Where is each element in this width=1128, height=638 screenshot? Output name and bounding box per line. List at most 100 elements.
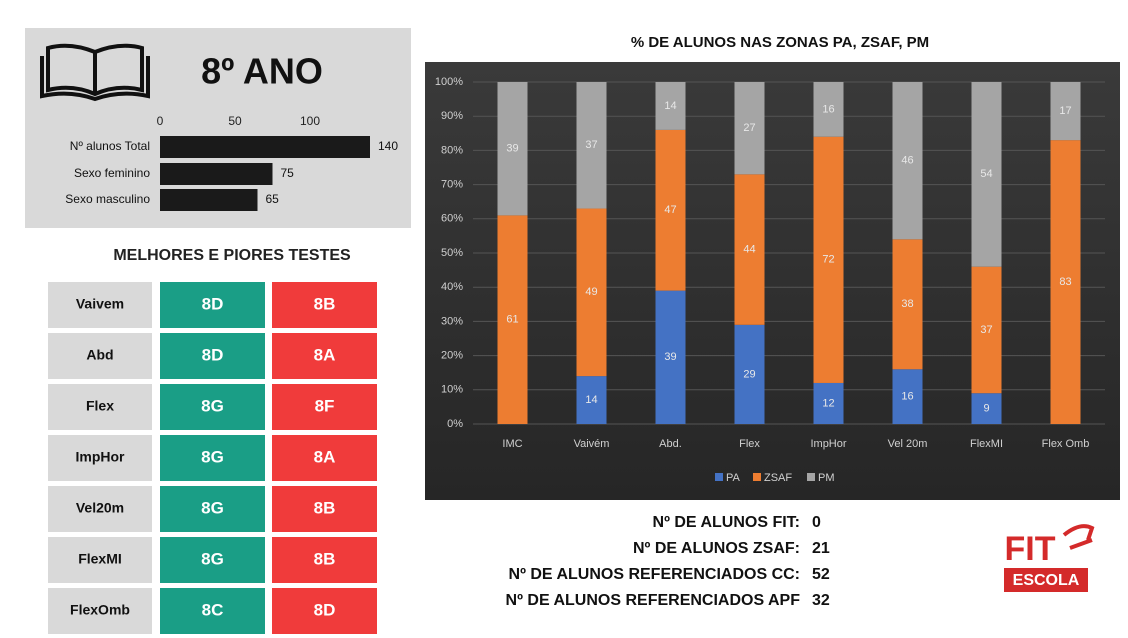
data-label: 17 xyxy=(1059,105,1071,117)
class-name: 8A xyxy=(314,447,336,466)
value-label: 140 xyxy=(378,139,398,153)
logo-top: FIT xyxy=(1005,530,1056,568)
table-cell xyxy=(272,435,377,481)
x-tick-label: Vaivém xyxy=(574,438,610,450)
stats-panel xyxy=(425,512,815,622)
data-label: 37 xyxy=(585,139,597,151)
data-label: 46 xyxy=(901,155,913,167)
class-name: 8G xyxy=(201,498,224,517)
table-cell xyxy=(272,588,377,634)
table-cell xyxy=(48,333,152,379)
data-label: 72 xyxy=(822,254,834,266)
stat-label: Nº DE ALUNOS REFERENCIADOS APF xyxy=(506,592,801,609)
table-cell xyxy=(272,333,377,379)
data-label: 44 xyxy=(743,243,755,255)
class-name: 8G xyxy=(201,396,224,415)
class-name: 8B xyxy=(314,294,336,313)
bar xyxy=(160,163,273,185)
x-tick-label: 50 xyxy=(228,114,242,128)
x-tick-label: IMC xyxy=(502,438,522,450)
data-label: 14 xyxy=(585,394,597,406)
data-label: 49 xyxy=(585,286,597,298)
data-label: 39 xyxy=(664,351,676,363)
test-name: FlexMI xyxy=(78,551,122,567)
stat-label: Nº DE ALUNOS ZSAF: xyxy=(633,540,800,557)
table-cell xyxy=(160,384,265,430)
test-name: FlexOmb xyxy=(70,602,130,618)
bar-segment xyxy=(497,82,528,216)
category-label: Nº alunos Total xyxy=(70,139,150,153)
bar-segment xyxy=(734,174,765,325)
stat-label: Nº DE ALUNOS REFERENCIADOS CC: xyxy=(509,566,800,583)
bar-segment xyxy=(892,239,923,370)
bar-segment xyxy=(734,324,765,424)
y-tick-label: 30% xyxy=(441,315,463,327)
table-cell xyxy=(48,486,152,532)
book-icon xyxy=(40,43,150,102)
bar-segment xyxy=(655,129,686,291)
test-name: ImpHor xyxy=(76,449,126,465)
legend-swatch xyxy=(753,473,761,481)
x-tick-label: 0 xyxy=(157,114,164,128)
bar-segment xyxy=(971,82,1002,267)
y-tick-label: 50% xyxy=(441,247,463,259)
legend-label: PA xyxy=(726,472,741,484)
table-cell xyxy=(48,435,152,481)
category-label: Sexo masculino xyxy=(65,192,150,206)
stat-value: 21 xyxy=(812,540,830,557)
table-cell xyxy=(272,384,377,430)
table-cell xyxy=(272,537,377,583)
table-cell xyxy=(160,333,265,379)
bar-segment xyxy=(971,393,1002,424)
y-tick-label: 80% xyxy=(441,144,463,156)
bar-segment xyxy=(655,82,686,130)
data-label: 14 xyxy=(664,100,676,112)
class-name: 8F xyxy=(315,396,335,415)
table-cell xyxy=(48,537,152,583)
table-title: MELHORES E PIORES TESTES xyxy=(113,247,351,264)
bar-segment xyxy=(576,376,607,424)
bar-segment xyxy=(971,266,1002,394)
bar-segment xyxy=(813,82,844,137)
legend-swatch xyxy=(715,473,723,481)
bar-segment xyxy=(1050,140,1081,424)
table-cell xyxy=(160,588,265,634)
x-tick-label: 100 xyxy=(300,114,320,128)
table-cell xyxy=(48,282,152,328)
bar-segment xyxy=(576,82,607,209)
bar-segment xyxy=(892,369,923,424)
y-tick-label: 90% xyxy=(441,110,463,122)
x-tick-label: Abd. xyxy=(659,438,682,450)
class-name: 8D xyxy=(202,345,224,364)
data-label: 29 xyxy=(743,368,755,380)
logo-figure xyxy=(1062,524,1095,550)
logo-bottom: ESCOLA xyxy=(1013,572,1080,589)
bar-segment xyxy=(813,382,844,424)
data-label: 12 xyxy=(822,397,834,409)
data-label: 27 xyxy=(743,122,755,134)
data-label: 61 xyxy=(506,314,518,326)
y-tick-label: 0% xyxy=(447,418,463,430)
stat-value: 32 xyxy=(812,592,830,609)
test-name: Abd xyxy=(86,347,113,363)
data-label: 38 xyxy=(901,298,913,310)
data-label: 83 xyxy=(1059,276,1071,288)
stat-value: 0 xyxy=(812,514,821,531)
x-tick-label: Flex Omb xyxy=(1042,438,1090,450)
legend-label: ZSAF xyxy=(764,472,792,484)
bar-segment xyxy=(813,136,844,383)
bar xyxy=(160,189,258,211)
bar-segment xyxy=(576,208,607,377)
data-label: 9 xyxy=(983,403,989,415)
test-name: Vel20m xyxy=(76,500,124,516)
legend-label: PM xyxy=(818,472,835,484)
stat-value: 52 xyxy=(812,566,830,583)
logo-band xyxy=(1004,568,1088,592)
table-cell xyxy=(272,486,377,532)
class-name: 8A xyxy=(314,345,336,364)
data-label: 54 xyxy=(980,168,992,180)
x-tick-label: Flex xyxy=(739,438,760,450)
y-tick-label: 70% xyxy=(441,179,463,191)
x-tick-label: Vel 20m xyxy=(888,438,928,450)
